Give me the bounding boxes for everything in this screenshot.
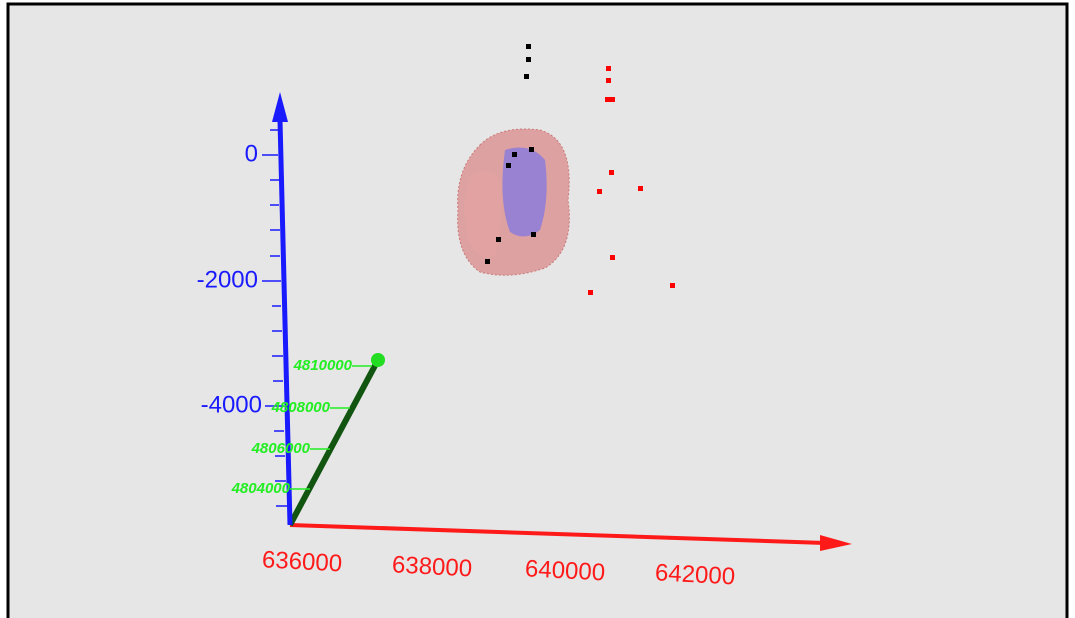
tick-label: 0 [245, 140, 258, 167]
tick-label: -2000 [197, 266, 258, 293]
tick-label: 4808000 [271, 399, 331, 416]
tick-label: 4810000 [293, 357, 353, 374]
tick-label: 636000 [261, 546, 342, 577]
tick-label: 642000 [654, 559, 735, 590]
scene: 0 -2000 -4000 636000 638000 640000 64200… [0, 0, 1075, 618]
viewport [8, 4, 1067, 618]
tick-label: -4000 [201, 391, 262, 418]
tick-label: 4806000 [251, 440, 311, 457]
tick-label: 640000 [524, 555, 605, 586]
volume [458, 129, 570, 275]
tick-label: 4804000 [231, 480, 291, 497]
tick-label: 638000 [391, 551, 472, 582]
